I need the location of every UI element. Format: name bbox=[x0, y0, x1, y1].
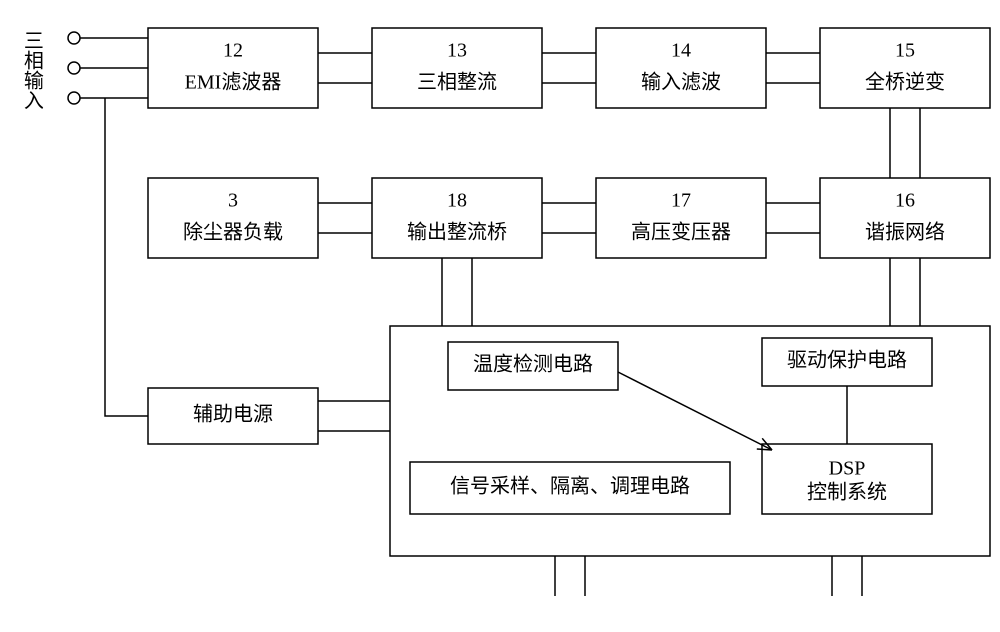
sig-label: 信号采样、隔离、调理电路 bbox=[450, 475, 690, 498]
box-label: 全桥逆变 bbox=[865, 71, 945, 94]
box-label: 除尘器负载 bbox=[183, 221, 283, 244]
box-label: 谐振网络 bbox=[865, 221, 945, 244]
box-number: 16 bbox=[895, 190, 915, 212]
arrow-line bbox=[618, 372, 772, 450]
box-number: 13 bbox=[447, 40, 467, 62]
dsp-label-bot: 控制系统 bbox=[807, 481, 887, 504]
box-number: 3 bbox=[228, 190, 238, 212]
input-port bbox=[68, 32, 80, 44]
input-port bbox=[68, 62, 80, 74]
aux-label: 辅助电源 bbox=[193, 403, 273, 426]
box-number: 18 bbox=[447, 190, 467, 212]
input-label: 三相输入 bbox=[20, 30, 43, 110]
dsp-label-top: DSP bbox=[829, 458, 866, 480]
box-label: 三相整流 bbox=[417, 71, 497, 94]
box-number: 12 bbox=[223, 40, 243, 62]
box-number: 17 bbox=[671, 190, 691, 212]
box-number: 15 bbox=[895, 40, 915, 62]
drive-label: 驱动保护电路 bbox=[787, 349, 907, 372]
box-label: 输入滤波 bbox=[641, 71, 721, 94]
box-label: EMI滤波器 bbox=[185, 71, 282, 94]
temp-label: 温度检测电路 bbox=[473, 353, 593, 376]
input-port bbox=[68, 92, 80, 104]
box-label: 输出整流桥 bbox=[407, 221, 507, 244]
box-number: 14 bbox=[671, 40, 691, 62]
box-label: 高压变压器 bbox=[631, 221, 731, 244]
